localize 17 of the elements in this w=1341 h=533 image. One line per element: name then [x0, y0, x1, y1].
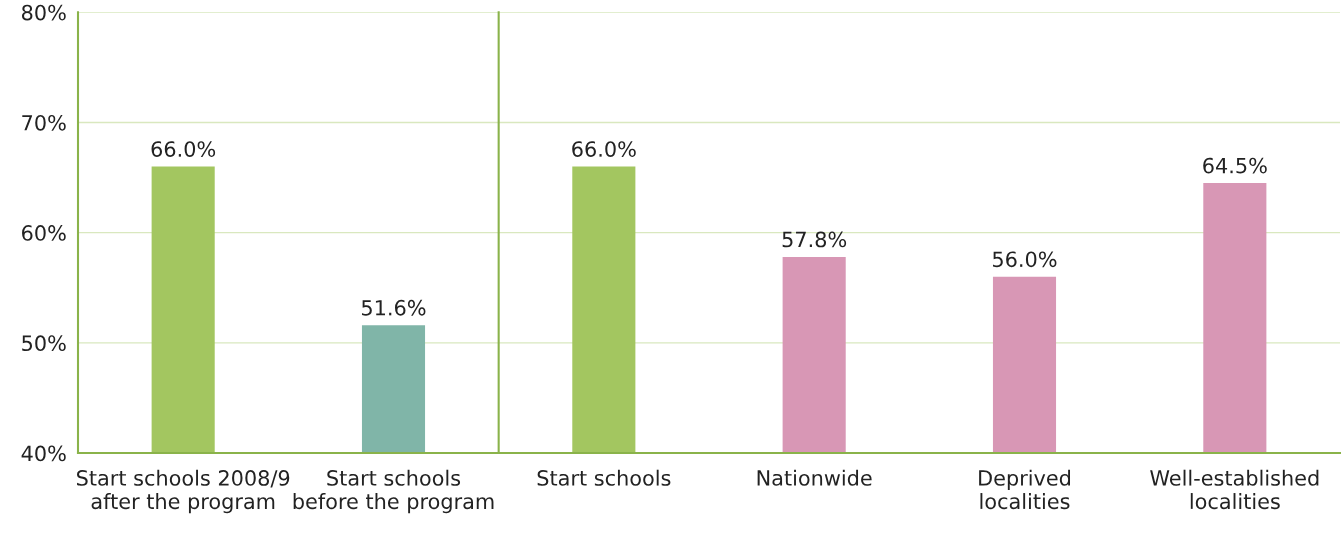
y-tick-label: 80%	[22, 4, 66, 21]
x-tick-label: Start schools 2008/9 after the program	[77, 469, 290, 514]
data-label: 66.0%	[572, 141, 636, 157]
data-label: 66.0%	[151, 141, 216, 157]
data-label: 57.8%	[782, 231, 847, 248]
x-tick-label: Start schools before the program	[293, 469, 494, 514]
y-tick-label: 60%	[22, 225, 66, 241]
y-tick-label: 40%	[21, 445, 66, 462]
data-label: 64.5%	[1203, 157, 1267, 174]
x-tick-label: Well-established localities	[1150, 469, 1319, 510]
x-tick-label: Start schools	[537, 469, 671, 486]
x-tick-label: Deprived localities	[979, 469, 1071, 510]
x-tick-label: Nationwide	[757, 469, 872, 486]
y-tick-label: 50%	[22, 335, 66, 352]
data-label: 51.6%	[362, 299, 426, 316]
y-tick-label: 70%	[22, 114, 66, 131]
data-label: 56.0%	[993, 251, 1057, 268]
